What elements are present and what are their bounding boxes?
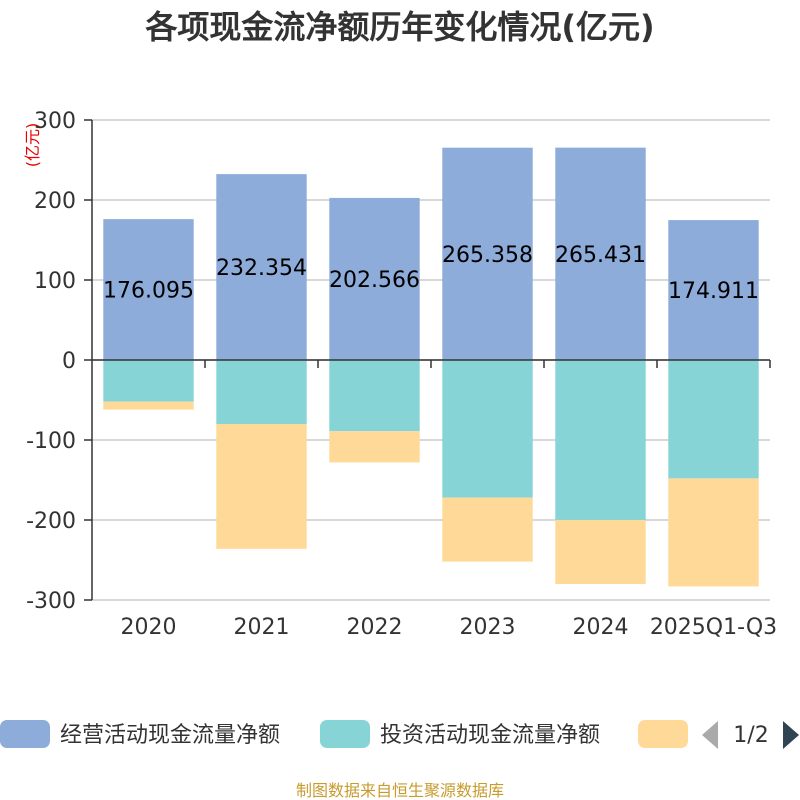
bar[interactable] bbox=[329, 360, 420, 432]
bar[interactable] bbox=[103, 219, 194, 360]
legend-next-page-icon[interactable] bbox=[783, 721, 799, 749]
bar-data-label: 202.566 bbox=[329, 268, 420, 293]
legend: 经营活动现金流量净额 投资活动现金流量净额 1/2 bbox=[0, 720, 799, 749]
chart-title: 各项现金流净额历年变化情况(亿元) bbox=[145, 8, 654, 46]
bar[interactable] bbox=[103, 401, 194, 410]
bar-data-label: 176.095 bbox=[103, 279, 194, 304]
y-tick-label: -200 bbox=[26, 509, 76, 534]
legend-label[interactable]: 经营活动现金流量净额 bbox=[60, 723, 280, 748]
bar-data-label: 265.358 bbox=[442, 243, 533, 268]
bar[interactable] bbox=[442, 497, 533, 562]
legend-label[interactable]: 投资活动现金流量净额 bbox=[380, 723, 600, 748]
bar-data-label: 265.431 bbox=[555, 243, 646, 268]
bar[interactable] bbox=[103, 360, 194, 402]
bar[interactable] bbox=[216, 424, 307, 549]
y-tick-label: -100 bbox=[26, 429, 76, 454]
bar[interactable] bbox=[329, 197, 420, 360]
y-tick-label: 100 bbox=[34, 269, 76, 294]
y-tick-label: 200 bbox=[34, 189, 76, 214]
bar[interactable] bbox=[668, 220, 759, 360]
bar[interactable] bbox=[329, 431, 420, 463]
bar[interactable] bbox=[216, 174, 307, 360]
x-tick-label: 2023 bbox=[460, 615, 516, 640]
legend-swatch[interactable] bbox=[638, 720, 688, 748]
axes: 300 200 100 0 -100 -200 -300 2020 2021 2022 2023 20… bbox=[26, 109, 777, 640]
bar[interactable] bbox=[668, 360, 759, 479]
y-axis-unit-label: (亿元) bbox=[23, 123, 42, 168]
x-tick-label: 2024 bbox=[573, 615, 629, 640]
legend-page-indicator: 1/2 bbox=[733, 723, 768, 748]
bar-data-label: 174.911 bbox=[668, 279, 759, 304]
legend-prev-page-icon[interactable] bbox=[702, 721, 718, 749]
y-tick-label: 300 bbox=[34, 109, 76, 134]
y-tick-label: -300 bbox=[26, 589, 76, 614]
bar[interactable] bbox=[555, 360, 646, 520]
bar-data-label: 232.354 bbox=[216, 256, 307, 281]
legend-swatch[interactable] bbox=[320, 720, 370, 748]
x-tick-label: 2025Q1-Q3 bbox=[650, 615, 777, 640]
y-tick-label: 0 bbox=[62, 349, 76, 374]
bar[interactable] bbox=[555, 147, 646, 360]
bar[interactable] bbox=[442, 360, 533, 498]
x-tick-label: 2021 bbox=[234, 615, 290, 640]
bars bbox=[103, 147, 759, 587]
legend-swatch[interactable] bbox=[0, 720, 50, 748]
x-tick-label: 2022 bbox=[347, 615, 403, 640]
bar[interactable] bbox=[555, 520, 646, 584]
source-note: 制图数据来自恒生聚源数据库 bbox=[296, 781, 504, 800]
x-tick-label: 2020 bbox=[121, 615, 177, 640]
bar[interactable] bbox=[668, 478, 759, 587]
bar[interactable] bbox=[442, 147, 533, 360]
bar[interactable] bbox=[216, 360, 307, 424]
bar-labels: 176.095 232.354 202.566 265.358 265.431 174.9… bbox=[103, 243, 759, 304]
